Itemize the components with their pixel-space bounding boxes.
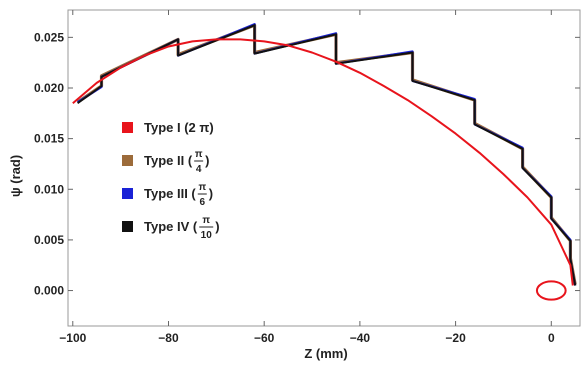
series-line-4	[77, 24, 577, 286]
plot-frame	[67, 9, 581, 327]
legend-swatch	[122, 221, 133, 232]
legend-label: Type I (2 π)	[144, 120, 214, 135]
y-tick-label: 0.025	[34, 30, 64, 44]
legend-close-paren: )	[205, 153, 209, 168]
legend-label: Type III (	[144, 186, 196, 201]
y-tick-label: 0.005	[34, 233, 64, 247]
x-tick-label: −60	[254, 331, 275, 345]
legend-fraction-denominator: 4	[196, 164, 202, 175]
x-tick-label: −40	[350, 331, 371, 345]
legend-fraction-denominator: 6	[199, 197, 205, 208]
y-tick-label: 0.020	[34, 81, 64, 95]
x-tick-label: −80	[158, 331, 179, 345]
y-tick-label: 0.000	[34, 284, 64, 298]
legend-swatch	[122, 188, 133, 199]
legend: Type I (2 π)Type II (π4)Type III (π6)Typ…	[122, 120, 220, 241]
legend-fraction-denominator: 10	[201, 230, 213, 241]
legend-swatch	[122, 122, 133, 133]
legend-fraction-numerator: π	[202, 215, 210, 226]
legend-close-paren: )	[215, 219, 219, 234]
x-tick-label: −20	[445, 331, 466, 345]
axis-ticks: −100 −80 −60 −40 −20 0 0.000 0.005 0.010 0.015 0.0…	[34, 10, 580, 345]
series-loop-1	[535, 280, 567, 301]
legend-fraction-numerator: π	[195, 149, 203, 160]
plot-border	[67, 9, 581, 327]
legend-label: Type IV (	[144, 219, 198, 234]
x-tick-label: −100	[59, 331, 86, 345]
y-tick-label: 0.010	[34, 182, 64, 196]
legend-label: Type II (	[144, 153, 193, 168]
legend-fraction-numerator: π	[198, 182, 206, 193]
series-group	[72, 23, 577, 301]
x-axis-label: Z (mm)	[304, 346, 347, 361]
legend-swatch	[122, 155, 133, 166]
x-tick-label: 0	[548, 331, 555, 345]
legend-close-paren: )	[209, 186, 213, 201]
y-axis-label: ψ (rad)	[8, 155, 23, 197]
series-line-1	[72, 38, 574, 286]
y-tick-label: 0.015	[34, 132, 64, 146]
